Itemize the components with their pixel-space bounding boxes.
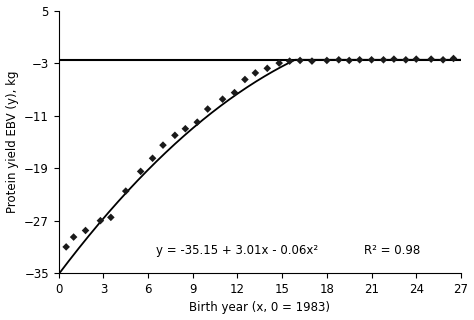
Point <box>122 188 129 194</box>
X-axis label: Birth year (x, 0 = 1983): Birth year (x, 0 = 1983) <box>189 301 330 315</box>
Point <box>412 57 420 62</box>
Point <box>70 235 77 240</box>
Point <box>390 57 398 62</box>
Point <box>149 156 156 161</box>
Point <box>356 57 364 62</box>
Point <box>275 60 283 66</box>
Point <box>204 107 211 112</box>
Point <box>380 57 387 62</box>
Text: y = -35.15 + 3.01x - 0.06x²: y = -35.15 + 3.01x - 0.06x² <box>155 244 318 257</box>
Point <box>439 57 447 62</box>
Point <box>159 143 167 148</box>
Point <box>107 215 115 220</box>
Text: R² = 0.98: R² = 0.98 <box>364 244 420 257</box>
Point <box>182 126 189 131</box>
Point <box>231 90 238 95</box>
Point <box>219 97 227 102</box>
Point <box>286 59 293 64</box>
Point <box>346 58 353 63</box>
Point <box>450 56 457 61</box>
Point <box>368 57 375 62</box>
Point <box>193 120 201 125</box>
Point <box>137 169 145 174</box>
Point <box>402 57 410 62</box>
Point <box>428 57 435 62</box>
Point <box>171 133 179 138</box>
Point <box>63 244 70 250</box>
Point <box>82 228 89 233</box>
Point <box>264 66 271 71</box>
Point <box>323 58 331 63</box>
Y-axis label: Protein yield EBV (y), kg: Protein yield EBV (y), kg <box>6 71 18 213</box>
Point <box>308 59 316 64</box>
Point <box>252 70 259 76</box>
Point <box>296 58 304 63</box>
Point <box>335 57 343 62</box>
Point <box>97 218 104 223</box>
Point <box>241 77 249 82</box>
